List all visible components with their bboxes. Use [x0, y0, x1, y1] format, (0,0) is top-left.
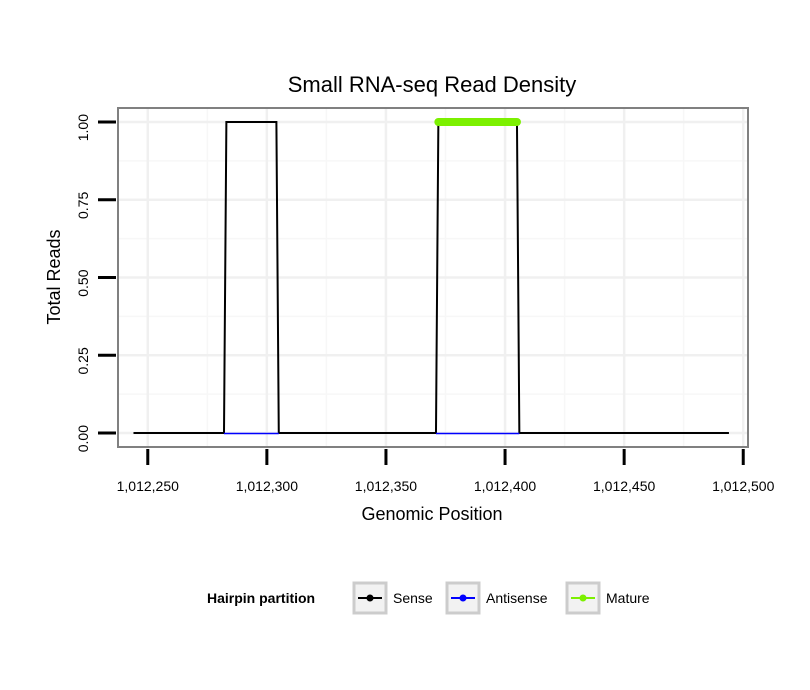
legend-key-point — [579, 594, 587, 602]
plot-panel-border — [117, 107, 749, 448]
legend-label-antisense: Antisense — [486, 590, 548, 606]
x-tick-label: 1,012,500 — [712, 478, 774, 494]
x-tick-label: 1,012,300 — [236, 478, 298, 494]
legend-key-point — [366, 594, 374, 602]
x-tick-label: 1,012,450 — [593, 478, 655, 494]
legend-key-point — [459, 594, 467, 602]
x-tick-label: 1,012,350 — [355, 478, 417, 494]
y-tick-label: 0.00 — [75, 425, 91, 452]
chart-title: Small RNA-seq Read Density — [288, 72, 577, 97]
y-tick-label: 1.00 — [75, 114, 91, 141]
y-tick-label: 0.25 — [75, 347, 91, 374]
x-tick-label: 1,012,400 — [474, 478, 536, 494]
x-tick-label: 1,012,250 — [117, 478, 179, 494]
y-axis: 0.00 0.25 0.50 0.75 1.00 — [75, 114, 116, 452]
legend: Hairpin partition Sense Antisense Mature — [207, 581, 650, 615]
legend-label-sense: Sense — [393, 590, 433, 606]
legend-label-mature: Mature — [606, 590, 650, 606]
x-axis: 1,012,250 1,012,300 1,012,350 1,012,400 1,01… — [117, 449, 775, 494]
grid-lines — [118, 108, 748, 447]
y-tick-label: 0.50 — [75, 269, 91, 296]
series-lines — [133, 117, 729, 435]
legend-title: Hairpin partition — [207, 590, 315, 606]
sense-line — [133, 120, 729, 435]
y-axis-label: Total Reads — [44, 229, 64, 324]
x-axis-label: Genomic Position — [361, 504, 502, 524]
y-tick-label: 0.75 — [75, 192, 91, 219]
